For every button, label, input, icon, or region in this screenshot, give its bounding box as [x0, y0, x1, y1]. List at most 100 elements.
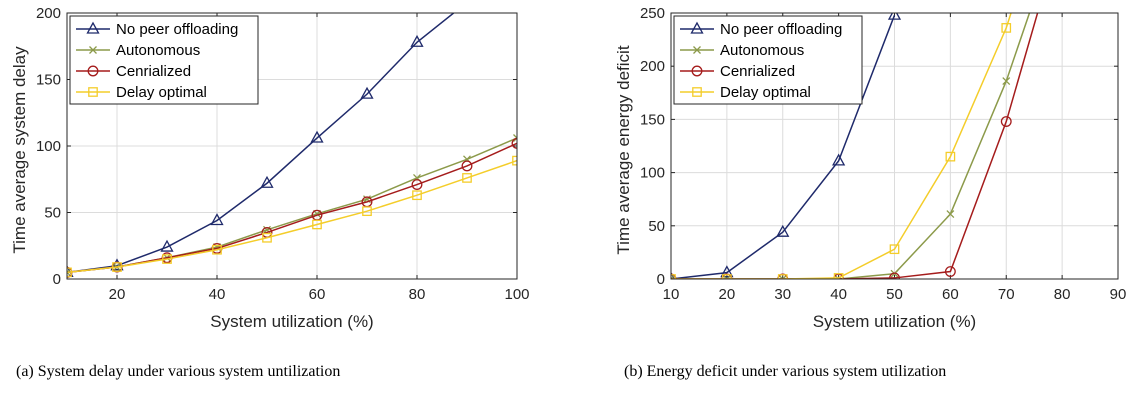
series-line — [67, 13, 455, 274]
data-point — [67, 268, 71, 277]
series-autonomous — [671, 13, 1031, 279]
series-line — [67, 137, 517, 274]
x-tick-label: 50 — [886, 286, 903, 303]
legend-marker — [691, 65, 703, 77]
series-line — [671, 14, 896, 279]
data-point — [511, 137, 517, 149]
data-point — [360, 86, 374, 99]
data-point — [889, 272, 900, 279]
legend-label: No peer offloading — [116, 21, 238, 38]
legend-marker — [690, 21, 704, 34]
legend-label: No peer offloading — [720, 21, 842, 38]
series-autonomous — [67, 134, 517, 277]
data-point — [944, 266, 956, 278]
data-point — [362, 206, 372, 217]
legend-item: Autonomous — [76, 42, 200, 59]
legend: No peer offloading Autonomous Cenrialized D… — [673, 15, 863, 105]
x-tick-label: 40 — [830, 286, 847, 303]
data-point — [720, 265, 734, 278]
data-point — [310, 130, 324, 143]
legend-item: Cenrialized — [680, 63, 795, 80]
axes-box — [66, 12, 518, 280]
legend-marker — [88, 87, 98, 97]
data-point — [461, 160, 473, 172]
x-tick-label: 20 — [719, 286, 736, 303]
legend-label: Autonomous — [720, 42, 804, 59]
data-point — [412, 190, 422, 201]
data-point — [410, 34, 424, 47]
y-tick-label: 100 — [640, 165, 665, 182]
data-point — [722, 275, 731, 279]
data-point — [889, 244, 900, 255]
chart-b: 10 20 30 40 50 60 70 80 90 0 50 100 150 200 250 System … — [614, 5, 1126, 331]
series-delay-optimal — [67, 155, 517, 278]
ticks: 20 40 60 80 100 0 50 100 150 200 — [36, 5, 530, 303]
caption-a: (a) System delay under various system un… — [16, 363, 341, 380]
x-tick-label: 80 — [409, 286, 426, 303]
x-tick-label: 20 — [109, 286, 126, 303]
data-point — [260, 175, 274, 188]
y-tick-label: 150 — [36, 72, 61, 89]
x-tick-label: 60 — [942, 286, 959, 303]
y-axis-label: Time average energy deficit — [614, 45, 633, 254]
legend-label: Cenrialized — [116, 63, 191, 80]
x-tick-label: 100 — [504, 286, 529, 303]
x-tick-label: 90 — [1110, 286, 1127, 303]
legend-marker — [87, 65, 99, 77]
data-point — [67, 267, 72, 278]
series-line — [671, 13, 1012, 279]
y-tick-label: 200 — [36, 5, 61, 22]
data-point — [513, 134, 517, 142]
data-point — [160, 239, 174, 252]
x-tick-label: 30 — [774, 286, 791, 303]
chart-a: 20 40 60 80 100 0 50 100 150 200 System utilizatio… — [10, 0, 530, 331]
x-tick-label: 70 — [998, 286, 1015, 303]
series-no-peer-offloading — [671, 13, 902, 279]
data-point — [210, 213, 224, 226]
data-point — [887, 13, 902, 20]
caption-b: (b) Energy deficit under various system … — [624, 363, 947, 380]
legend-item: Delay optimal — [680, 84, 811, 101]
legend-label: Autonomous — [116, 42, 200, 59]
x-tick-label: 60 — [309, 286, 326, 303]
data-point — [832, 153, 846, 166]
legend-marker — [693, 46, 701, 54]
data-point — [462, 173, 472, 183]
data-point — [462, 0, 473, 6]
y-tick-label: 0 — [657, 271, 665, 288]
data-point — [776, 224, 790, 237]
y-tick-label: 200 — [640, 58, 665, 75]
legend-box — [673, 15, 863, 105]
data-point — [112, 262, 122, 272]
legend-item: Cenrialized — [76, 63, 191, 80]
legend-label: Delay optimal — [116, 84, 207, 101]
y-tick-label: 50 — [44, 205, 61, 222]
legend-marker — [89, 46, 97, 54]
legend-marker — [86, 21, 100, 34]
legend-box — [69, 15, 259, 105]
legend-marker — [692, 87, 702, 97]
data-point — [671, 275, 675, 279]
data-point — [778, 275, 787, 279]
legend: No peer offloading Autonomous Cenrialized D… — [69, 15, 259, 105]
x-axis-label: System utilization (%) — [210, 312, 373, 331]
y-tick-label: 0 — [53, 271, 61, 288]
y-tick-label: 50 — [648, 218, 665, 235]
data-point — [1000, 116, 1012, 127]
series-line — [67, 159, 517, 274]
x-tick-label: 10 — [663, 286, 680, 303]
data-point — [945, 151, 956, 162]
legend-item: Autonomous — [680, 42, 804, 59]
y-tick-label: 150 — [640, 111, 665, 128]
data-point — [411, 179, 423, 191]
x-tick-label: 80 — [1054, 286, 1071, 303]
legend-item: Delay optimal — [76, 84, 207, 101]
data-point — [1001, 23, 1012, 33]
y-tick-label: 250 — [640, 5, 665, 22]
ticks: 10 20 30 40 50 60 70 80 90 0 50 100 150 200 250 — [640, 5, 1126, 303]
axes-box — [670, 12, 1119, 280]
legend-item: No peer offloading — [680, 21, 842, 38]
data-point — [833, 273, 844, 279]
y-tick-label: 100 — [36, 138, 61, 155]
